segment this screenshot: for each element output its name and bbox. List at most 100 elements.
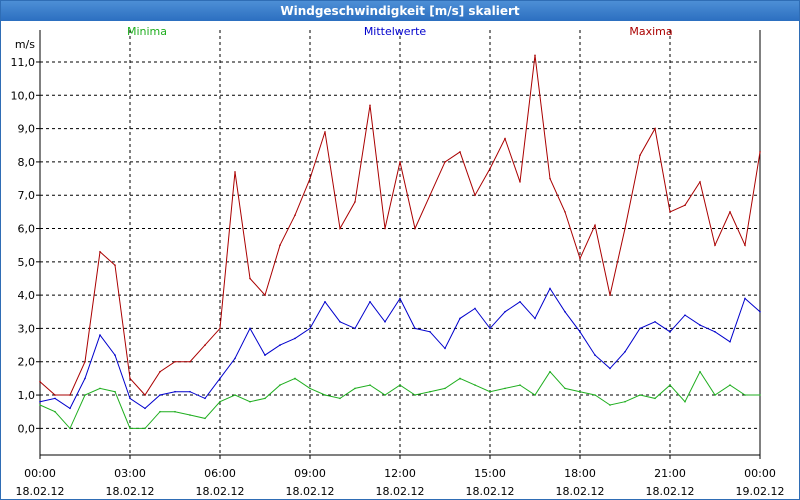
y-tick-label: 6,0 [18,223,36,236]
data-point-minima [114,390,116,393]
data-point-maxima [114,264,116,266]
data-point-maxima [324,131,326,133]
data-point-minima [54,410,56,413]
x-tick-date: 18.02.12 [106,485,155,498]
data-point-mittelwerte [564,310,566,313]
data-point-minima [384,394,386,396]
x-tick-time: 09:00 [294,467,326,480]
legend: Minima Mittelwerte Maxima [127,25,673,38]
data-point-minima [594,394,596,396]
data-point-minima [294,377,296,380]
x-tick-date: 18.02.12 [556,485,605,498]
data-point-maxima [309,177,311,180]
data-point-maxima [294,214,296,216]
data-point-maxima [249,277,251,280]
data-point-minima [744,394,746,396]
data-point-mittelwerte [219,377,221,380]
data-point-mittelwerte [279,344,281,346]
data-point-mittelwerte [174,390,176,393]
data-point-minima [69,427,71,430]
data-point-maxima [579,257,581,260]
data-point-mittelwerte [114,354,116,356]
x-tick-time: 12:00 [384,467,416,480]
series-lines [39,54,761,430]
data-point-maxima [714,244,716,246]
data-point-mittelwerte [54,397,56,400]
data-point-mittelwerte [99,334,101,336]
data-point-minima [729,384,731,386]
y-tick-label: 3,0 [18,322,36,335]
data-point-mittelwerte [339,320,341,323]
data-point-mittelwerte [624,350,626,353]
data-point-mittelwerte [189,390,191,393]
data-point-maxima [204,344,206,346]
data-point-maxima [669,211,671,213]
data-point-maxima [369,104,371,107]
data-point-maxima [489,167,491,170]
data-point-mittelwerte [249,327,251,330]
data-point-maxima [459,151,461,153]
window-title: Windgeschwindigkeit [m/s] skaliert [1,1,799,21]
data-point-minima [669,384,671,386]
data-point-mittelwerte [309,327,311,330]
data-point-maxima [99,251,101,253]
data-point-maxima [699,181,701,183]
x-tick-time: 00:00 [744,467,776,480]
y-tick-label: 2,0 [18,356,36,369]
data-point-maxima [219,327,221,330]
data-point-maxima [84,360,86,363]
data-point-maxima [519,181,521,183]
data-point-minima [279,384,281,386]
data-point-maxima [69,394,71,396]
data-point-minima [129,427,131,430]
data-point-minima [39,404,41,406]
data-point-mittelwerte [639,327,641,330]
data-point-mittelwerte [684,314,686,316]
y-tick-label: 0,0 [18,422,36,435]
x-tick-time: 15:00 [474,467,506,480]
y-tick-label: 1,0 [18,389,36,402]
data-point-maxima [39,380,41,383]
data-point-minima [444,387,446,390]
data-point-maxima [339,227,341,230]
data-point-minima [414,394,416,396]
x-tick-date: 18.02.12 [466,485,515,498]
data-point-minima [339,397,341,400]
data-point-maxima [264,294,266,296]
data-point-mittelwerte [39,400,41,403]
x-tick-date: 18.02.12 [16,485,65,498]
data-point-minima [369,384,371,386]
data-point-mittelwerte [129,397,131,400]
y-tick-label: 7,0 [18,189,36,202]
data-point-mittelwerte [84,377,86,380]
data-point-maxima [594,224,596,226]
data-point-maxima [504,137,506,140]
x-tick-date: 19.02.12 [736,485,785,498]
legend-maxima: Maxima [629,25,672,38]
data-point-mittelwerte [234,357,236,360]
data-point-minima [714,394,716,396]
y-tick-label: 8,0 [18,156,36,169]
data-point-minima [549,370,551,373]
data-point-maxima [474,194,476,197]
data-point-mittelwerte [609,367,611,370]
data-point-minima [534,394,536,396]
y-axis-label: m/s [15,38,35,51]
data-point-maxima [654,127,656,130]
y-tick-label: 5,0 [18,256,36,269]
y-tick-label: 10,0 [11,89,36,102]
data-point-minima [489,390,491,393]
data-point-minima [654,397,656,400]
data-point-minima [144,427,146,430]
data-point-maxima [189,360,191,363]
data-point-maxima [159,370,161,373]
y-tick-label: 11,0 [11,56,36,69]
data-point-minima [504,387,506,390]
data-point-mittelwerte [759,310,761,313]
data-point-mittelwerte [594,354,596,356]
data-point-maxima [444,161,446,163]
data-point-minima [189,414,191,416]
data-point-minima [99,387,101,390]
data-point-minima [174,410,176,413]
data-point-mittelwerte [159,394,161,396]
